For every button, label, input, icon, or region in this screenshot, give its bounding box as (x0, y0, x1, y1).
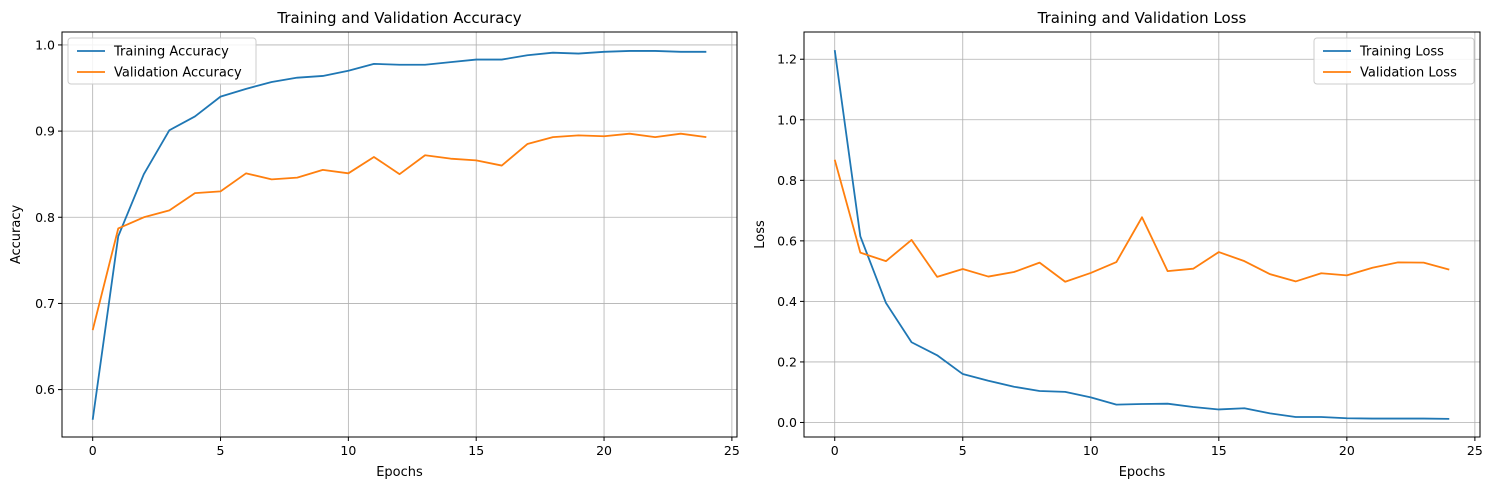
x-tick-label: 5 (217, 443, 225, 458)
legend: Training Accuracy Validation Accuracy (67, 37, 257, 85)
y-tick-label: 1.0 (35, 37, 55, 52)
series-line-1 (91, 50, 707, 420)
series-line-2 (833, 159, 1450, 283)
y-tick-label: 0.6 (777, 233, 797, 248)
x-tick-label: 15 (1211, 443, 1227, 458)
y-tick-label: 0.4 (777, 294, 797, 309)
y-tick-label: 0.6 (35, 382, 55, 397)
legend-label: Validation Loss (1360, 66, 1457, 81)
chart-title: Training and Validation Accuracy (276, 9, 521, 27)
chart-title: Training and Validation Loss (1037, 9, 1247, 27)
legend-label: Training Accuracy (113, 45, 229, 60)
legend-label: Validation Accuracy (114, 66, 242, 81)
y-tick-label: 1.0 (777, 112, 797, 127)
y-tick-label: 0.9 (35, 124, 55, 139)
x-tick-label: 15 (468, 443, 484, 458)
x-tick-label: 10 (1083, 443, 1099, 458)
x-tick-label: 20 (1339, 443, 1355, 458)
y-tick-label: 0.7 (35, 296, 55, 311)
legend-label: Training Loss (1359, 45, 1444, 60)
chart-2: 0 5 10 15 20 25 0.0 0.2 0.4 0.6 0.8 1.0 1.2 Training … (753, 9, 1483, 480)
legend: Training Loss Validation Loss (1313, 37, 1475, 85)
x-axis-label: Epochs (1119, 465, 1166, 480)
x-tick-label: 10 (340, 443, 356, 458)
chart-1: 0 5 10 15 20 25 0.6 0.7 0.8 0.9 1.0 Training and Va… (9, 9, 740, 480)
x-tick-label: 5 (959, 443, 967, 458)
plot-frame (803, 31, 1481, 438)
y-tick-label: 0.0 (777, 415, 797, 430)
x-tick-label: 20 (596, 443, 612, 458)
y-tick-label: 0.8 (35, 210, 55, 225)
x-tick-label: 25 (724, 443, 740, 458)
series-line-2 (91, 132, 707, 331)
x-axis-label: Epochs (376, 465, 423, 480)
y-tick-label: 1.2 (777, 52, 797, 67)
y-tick-label: 0.2 (777, 354, 797, 369)
x-tick-label: 0 (89, 443, 97, 458)
x-tick-label: 0 (831, 443, 839, 458)
legend-box (1313, 37, 1475, 85)
y-axis-label: Accuracy (9, 205, 24, 265)
y-axis-label: Loss (753, 220, 768, 249)
series-line-1 (833, 50, 1450, 420)
legend-box (67, 37, 257, 85)
y-tick-label: 0.8 (777, 173, 797, 188)
plot-frame (61, 31, 738, 438)
x-tick-label: 25 (1467, 443, 1483, 458)
